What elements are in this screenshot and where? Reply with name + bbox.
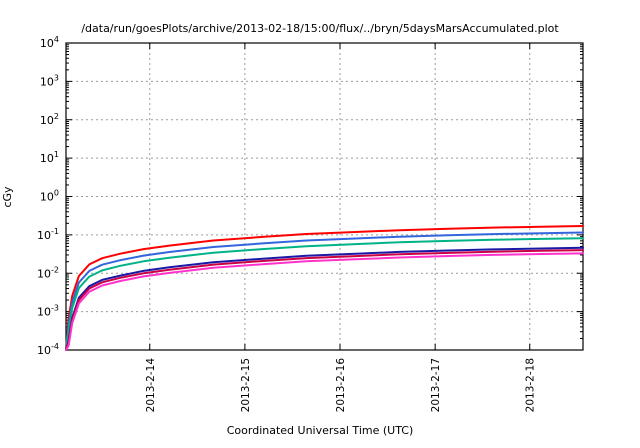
x-tick-label: 2013-2-16 — [335, 358, 347, 413]
chart-title: /data/run/goesPlots/archive/2013-02-18/1… — [81, 22, 559, 35]
series-line-2 — [65, 231, 584, 351]
x-tick-label: 2013-2-15 — [240, 358, 252, 412]
y-tick-label: 102 — [40, 112, 59, 127]
series-line-6 — [65, 252, 584, 351]
y-tick-label: 101 — [40, 150, 59, 165]
y-tick-label: 10-2 — [37, 265, 59, 280]
y-tick-label: 100 — [40, 189, 59, 204]
series-line-5 — [65, 249, 584, 351]
plot-border — [65, 42, 584, 351]
x-tick-label: 2013-2-14 — [145, 358, 157, 413]
y-axis-label: cGy — [1, 186, 14, 208]
x-tick-label: 2013-2-18 — [525, 358, 537, 412]
x-tick-label: 2013-2-17 — [430, 358, 442, 412]
y-tick-label: 10-1 — [37, 227, 59, 242]
y-tick-label: 10-4 — [37, 342, 59, 357]
y-tick-label: 103 — [40, 73, 59, 88]
series-line-1 — [65, 225, 584, 351]
series-line-3 — [65, 237, 584, 351]
y-tick-label: 104 — [40, 35, 59, 50]
y-tick-label: 10-3 — [37, 304, 59, 319]
x-axis-label: Coordinated Universal Time (UTC) — [226, 424, 414, 437]
series-line-4 — [65, 246, 584, 351]
